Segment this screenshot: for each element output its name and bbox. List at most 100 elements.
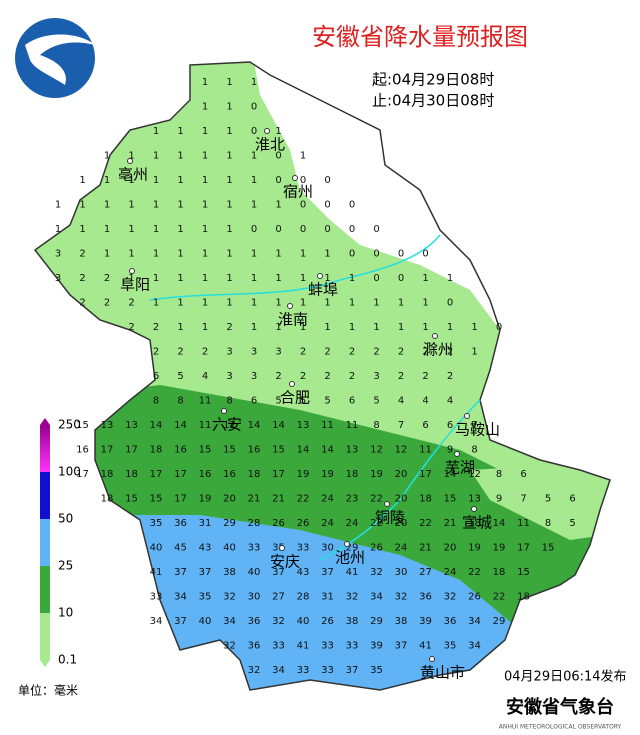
grid-value: 1 xyxy=(177,322,183,333)
city-name: 马鞍山 xyxy=(455,421,500,439)
grid-value: 1 xyxy=(79,224,85,235)
grid-value: 1 xyxy=(226,249,232,260)
grid-value: 6 xyxy=(447,420,453,431)
grid-value: 19 xyxy=(321,469,334,480)
grid-value: 30 xyxy=(395,567,408,578)
grid-value: 21 xyxy=(419,543,432,554)
grid-value: 26 xyxy=(468,592,481,603)
grid-value: 1 xyxy=(275,298,281,309)
grid-value: 1 xyxy=(251,77,257,88)
grid-value: 1 xyxy=(153,200,159,211)
grid-value: 3 xyxy=(55,249,61,260)
grid-value: 24 xyxy=(444,567,457,578)
grid-value: 19 xyxy=(493,543,506,554)
grid-value: 37 xyxy=(395,641,408,652)
grid-value: 1 xyxy=(104,249,110,260)
grid-value: 1 xyxy=(202,200,208,211)
grid-value: 1 xyxy=(349,273,355,284)
grid-value: 1 xyxy=(398,298,404,309)
city-name: 芜湖 xyxy=(445,459,475,477)
grid-value: 21 xyxy=(248,494,261,505)
grid-value: 31 xyxy=(199,518,212,529)
grid-value: 32 xyxy=(223,641,236,652)
grid-value: 20 xyxy=(395,494,408,505)
grid-value: 2 xyxy=(79,298,85,309)
legend-bar xyxy=(40,418,50,667)
grid-value: 34 xyxy=(468,641,481,652)
grid-value: 5 xyxy=(324,396,330,407)
grid-value: 1 xyxy=(202,322,208,333)
grid-value: 2 xyxy=(300,371,306,382)
grid-value: 18 xyxy=(248,469,261,480)
grid-value: 12 xyxy=(223,420,236,431)
grid-value: 0 xyxy=(447,298,453,309)
grid-value: 27 xyxy=(419,567,432,578)
grid-value: 15 xyxy=(76,420,89,431)
grid-value: 32 xyxy=(370,567,383,578)
grid-value: 24 xyxy=(395,543,408,554)
grid-value: 14 xyxy=(150,420,163,431)
grid-value: 6 xyxy=(251,396,257,407)
grid-value: 1 xyxy=(128,249,134,260)
grid-value: 2 xyxy=(128,298,134,309)
grid-value: 1 xyxy=(300,249,306,260)
grid-value: 43 xyxy=(199,543,212,554)
grid-value: 2 xyxy=(79,273,85,284)
grid-value: 1 xyxy=(177,298,183,309)
grid-value: 1 xyxy=(324,273,330,284)
rain-zones xyxy=(35,62,610,690)
grid-value: 40 xyxy=(297,616,310,627)
grid-value: 2 xyxy=(373,347,379,358)
grid-value: 31 xyxy=(321,592,334,603)
grid-value: 4 xyxy=(202,371,208,382)
legend-label: 0.1 xyxy=(58,653,77,667)
grid-value: 6 xyxy=(153,371,159,382)
grid-value: 23 xyxy=(346,494,359,505)
grid-value: 1 xyxy=(202,224,208,235)
grid-value: 2 xyxy=(202,347,208,358)
grid-value: 37 xyxy=(199,567,212,578)
grid-value: 22 xyxy=(419,518,432,529)
grid-value: 18 xyxy=(346,469,359,480)
start-time: 起:04月29日08时 xyxy=(372,71,494,89)
city-dot xyxy=(292,175,298,181)
grid-value: 35 xyxy=(370,665,383,676)
grid-value: 41 xyxy=(346,567,359,578)
grid-value: 28 xyxy=(297,592,310,603)
grid-value: 16 xyxy=(174,445,187,456)
legend-label: 250 xyxy=(58,418,81,432)
grid-value: 17 xyxy=(174,469,187,480)
grid-value: 39 xyxy=(419,616,432,627)
grid-value: 8 xyxy=(471,445,477,456)
grid-value: 15 xyxy=(150,494,163,505)
grid-value: 17 xyxy=(76,469,89,480)
grid-value: 11 xyxy=(321,420,334,431)
grid-value: 29 xyxy=(346,543,359,554)
grid-value: 24 xyxy=(346,518,359,529)
grid-value: 0 xyxy=(349,249,355,260)
river xyxy=(149,234,481,561)
grid-value: 5 xyxy=(275,396,281,407)
grid-value: 34 xyxy=(223,616,236,627)
grid-value: 0 xyxy=(251,224,257,235)
legend-label: 25 xyxy=(58,559,73,573)
grid-value: 3 xyxy=(226,347,232,358)
grid-value: 17 xyxy=(101,445,114,456)
grid-value: 14 xyxy=(248,420,261,431)
grid-value: 2 xyxy=(349,347,355,358)
grid-value: 11 xyxy=(199,420,212,431)
grid-value: 37 xyxy=(174,567,187,578)
grid-value: 1 xyxy=(153,224,159,235)
grid-value: 8 xyxy=(545,518,551,529)
grid-value: 12 xyxy=(395,445,408,456)
grid-value: 1 xyxy=(226,224,232,235)
issued-time: 04月29日06:14发布 xyxy=(504,669,627,685)
grid-value: 1 xyxy=(177,175,183,186)
grid-value: 14 xyxy=(321,445,334,456)
grid-value: 32 xyxy=(395,592,408,603)
city-name: 宿州 xyxy=(283,183,313,201)
grid-value: 15 xyxy=(517,567,530,578)
city-dot xyxy=(279,545,285,551)
grid-value: 2 xyxy=(300,347,306,358)
grid-value: 26 xyxy=(272,518,285,529)
